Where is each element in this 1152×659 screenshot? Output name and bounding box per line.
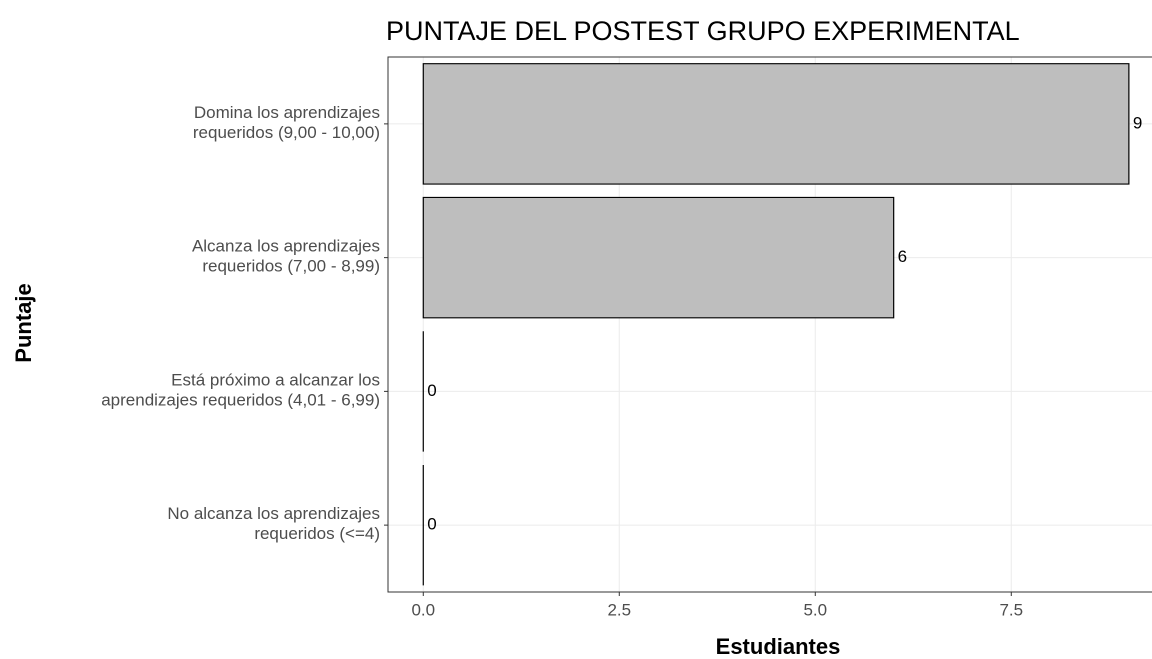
value-label: 6 (898, 247, 907, 266)
bar (422, 196, 895, 319)
value-label: 9 (1133, 113, 1142, 132)
y-tick-label: No alcanza los aprendizajes requeridos (<… (167, 505, 380, 544)
value-label: 0 (427, 381, 436, 400)
x-axis-label: Estudiantes (716, 634, 841, 659)
x-tick-label: 0.0 (411, 600, 435, 619)
panel-border (387, 56, 1152, 593)
x-tick-label: 2.5 (607, 600, 631, 619)
y-tick-label: Domina los aprendizajes requeridos (9,00 … (193, 103, 380, 142)
y-tick-label: Está próximo a alcanzar los aprendizajes … (101, 371, 380, 410)
chart-title: PUNTAJE DEL POSTEST GRUPO EXPERIMENTAL (386, 16, 1020, 46)
y-tick-label: Alcanza los aprendizajes requeridos (7,00… (192, 237, 380, 276)
y-axis-label: Puntaje (11, 283, 36, 362)
x-tick-label: 7.5 (999, 600, 1023, 619)
x-tick-label: 5.0 (803, 600, 827, 619)
value-label: 0 (427, 515, 436, 534)
bar (422, 63, 1130, 185)
